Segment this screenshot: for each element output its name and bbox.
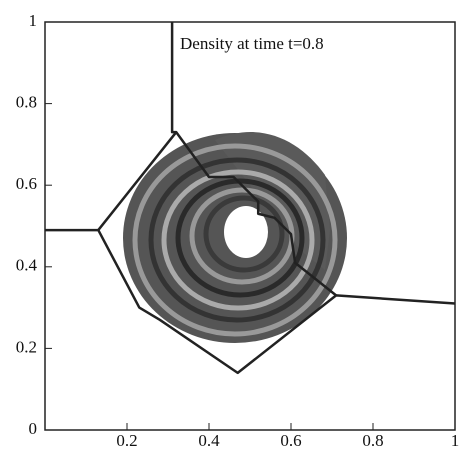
boundary-line <box>170 22 177 134</box>
x-tick-label: 0.8 <box>362 431 383 450</box>
density-ring <box>175 178 305 298</box>
y-tick-label: 0 <box>29 419 38 438</box>
density-rings <box>132 143 338 337</box>
x-tick-label: 0.2 <box>116 431 137 450</box>
x-tick-label: 0.4 <box>198 431 220 450</box>
y-tick-label: 0.8 <box>16 93 37 112</box>
plot-frame <box>44 21 456 431</box>
density-ring <box>203 195 285 273</box>
density-hole <box>224 206 268 258</box>
y-tick-label: 1 <box>29 11 38 30</box>
chart-title: Density at time t=0.8 <box>180 34 324 53</box>
density-field <box>123 132 347 343</box>
y-tick-label: 0.4 <box>16 256 38 275</box>
x-tick-label: 1 <box>451 431 460 450</box>
density-ring <box>161 169 315 311</box>
y-tick-label: 0.2 <box>16 337 37 356</box>
x-tick-label: 0.6 <box>280 431 301 450</box>
density-ring <box>148 157 326 323</box>
boundary-line <box>97 130 337 297</box>
density-ring <box>132 143 338 337</box>
y-tick-label: 0.6 <box>16 174 37 193</box>
